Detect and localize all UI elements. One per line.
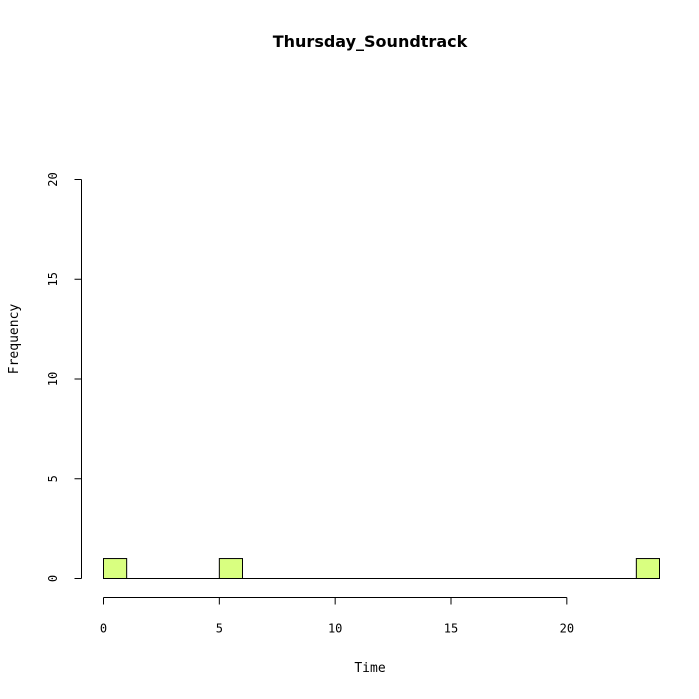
x-axis-tick-label: 10 — [328, 622, 342, 636]
histogram-bars — [103, 558, 660, 579]
y-axis-tick-label: 20 — [46, 172, 60, 186]
y-axis-tick-label: 15 — [46, 272, 60, 286]
y-axis-tick-label: 0 — [46, 575, 60, 582]
histogram-bar — [218, 558, 243, 579]
y-axis-label: Frequency — [7, 304, 22, 375]
chart-title: Thursday_Soundtrack — [273, 32, 468, 51]
histogram-bar — [103, 558, 128, 579]
y-axis-tick-label: 5 — [46, 475, 60, 482]
x-axis-tick-label: 5 — [216, 622, 223, 636]
x-axis-ticks: 0 5 10 15 20 — [100, 597, 574, 636]
y-axis: 0 5 10 15 20 — [46, 172, 82, 582]
x-axis-tick-label: 20 — [560, 622, 574, 636]
x-axis-tick-label: 0 — [100, 622, 107, 636]
x-axis: 0 5 10 15 20 — [100, 597, 574, 636]
y-axis-tick-label: 10 — [46, 372, 60, 386]
plot-area — [103, 558, 660, 579]
histogram-bar — [635, 558, 660, 579]
x-axis-label: Time — [354, 661, 385, 676]
y-axis-ticks: 0 5 10 15 20 — [46, 172, 82, 582]
x-axis-tick-label: 15 — [444, 622, 458, 636]
